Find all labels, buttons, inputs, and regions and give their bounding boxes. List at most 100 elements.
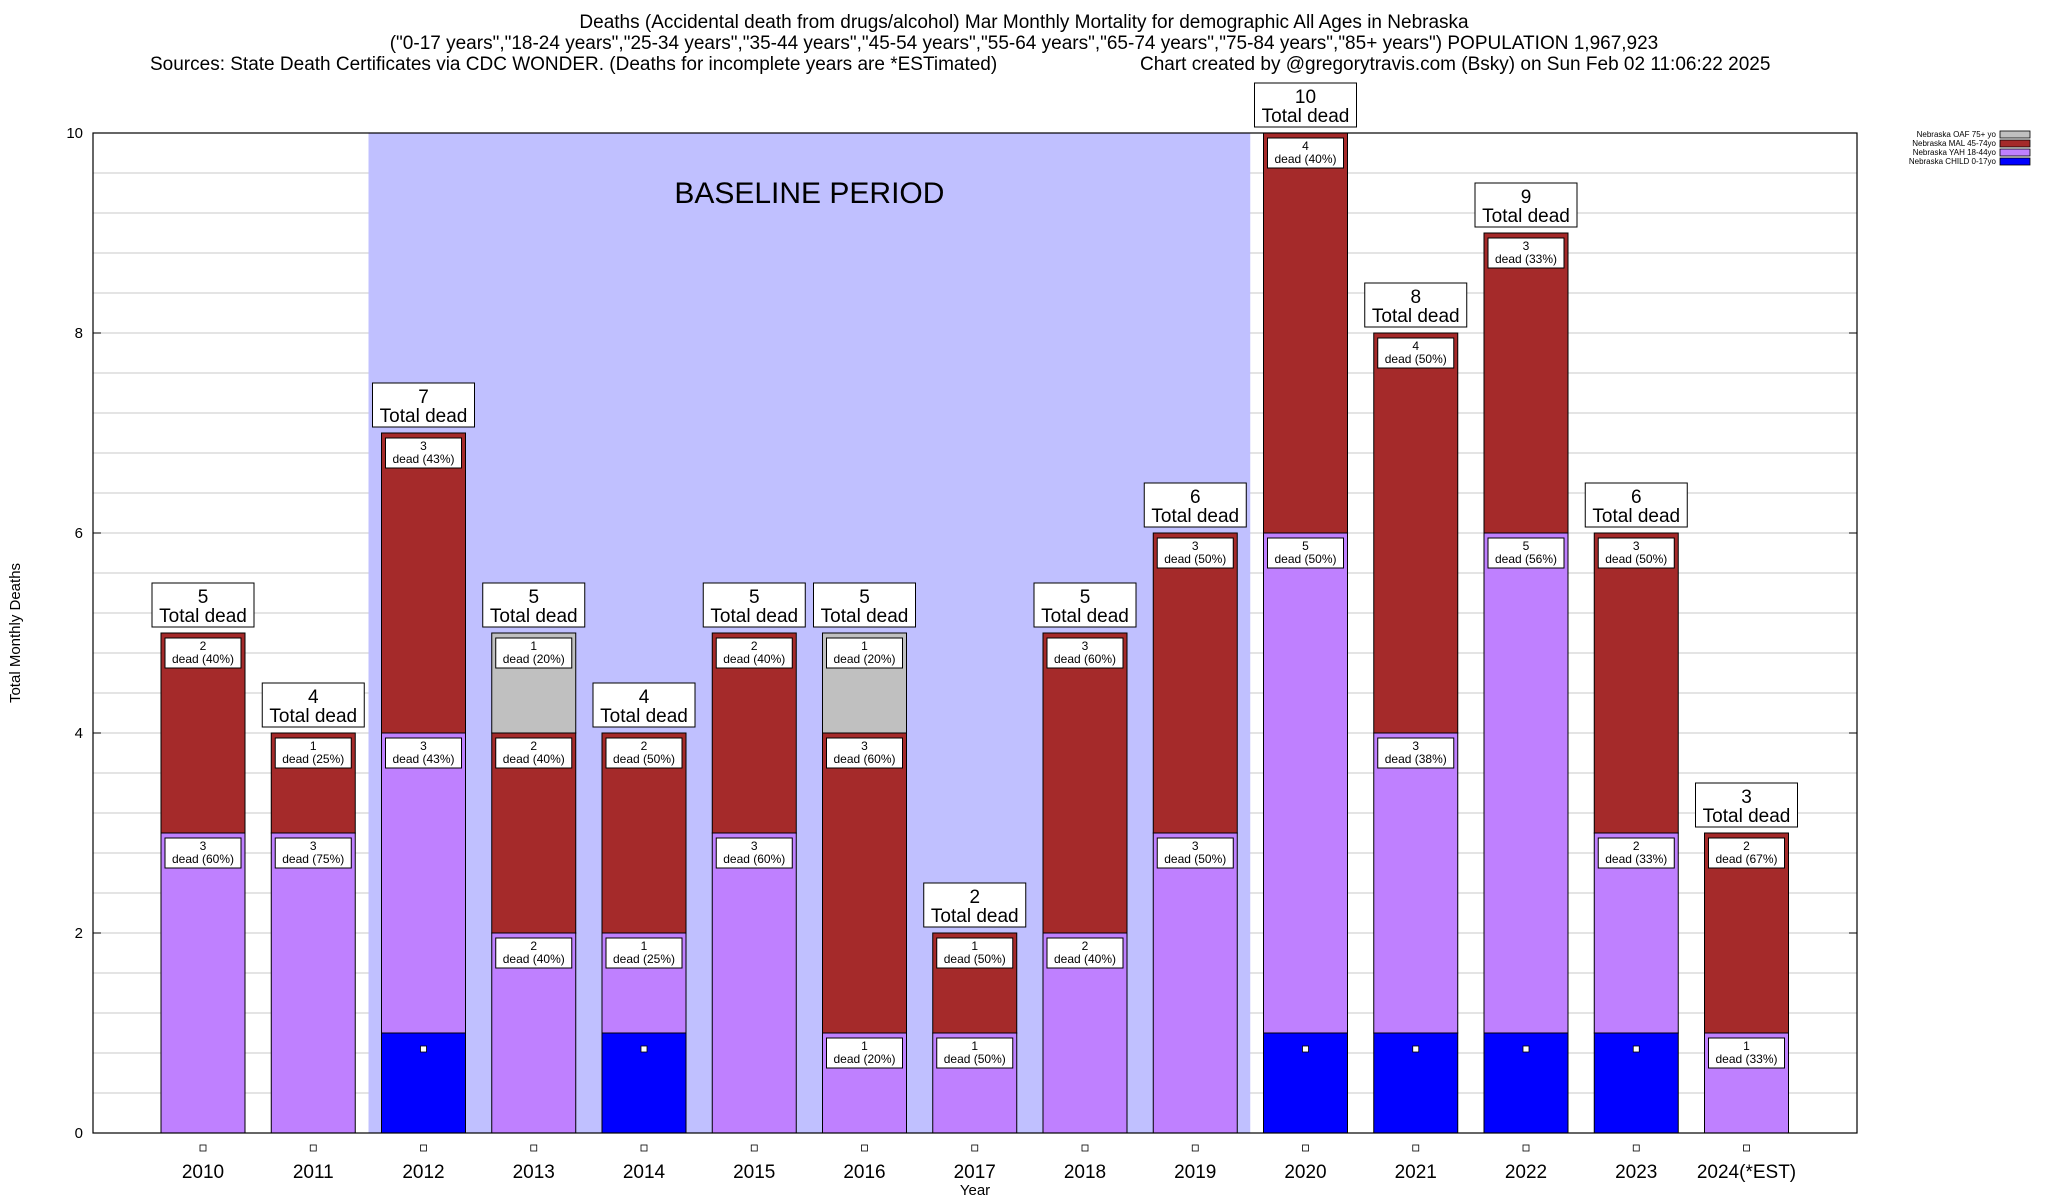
segment-marker [1302, 1045, 1309, 1053]
total-label-box [1584, 482, 1688, 528]
segment-percent-label: dead (25%) [282, 752, 344, 766]
segment-percent-label: dead (20%) [833, 652, 895, 666]
segment-count-label: 3 [1633, 539, 1640, 553]
total-dead-label: Total dead [1592, 506, 1680, 527]
segment-label-box [164, 837, 242, 869]
x-tick-label: 2011 [293, 1162, 334, 1183]
x-point-marker [199, 1144, 207, 1152]
legend-swatch [1999, 130, 2031, 139]
total-dead-label: Total dead [600, 706, 688, 727]
segment-count-label: 2 [1082, 939, 1089, 953]
x-point-marker [420, 1144, 427, 1152]
segment-label-box [1487, 537, 1565, 569]
bar-segment [1152, 532, 1238, 834]
x-point-marker [640, 1144, 648, 1152]
x-tick-label: 2024(*EST) [1697, 1162, 1796, 1183]
segment-count-label: 1 [861, 639, 868, 653]
total-count-label: 3 [1741, 787, 1752, 808]
x-tick-label: 2014 [623, 1162, 666, 1183]
segment-percent-label: dead (38%) [1385, 752, 1447, 766]
segment-label-box [715, 837, 793, 869]
segment-label-box [936, 1037, 1014, 1069]
chart-subtitle: ("0-17 years","18-24 years","25-34 years… [389, 33, 1659, 54]
segment-count-label: 2 [530, 939, 537, 953]
total-dead-label: Total dead [1262, 106, 1350, 127]
y-axis-title: Total Monthly Deaths [7, 563, 24, 703]
segment-percent-label: dead (50%) [1605, 552, 1667, 566]
chart-title: Deaths (Accidental death from drugs/alco… [579, 12, 1469, 33]
segment-percent-label: dead (60%) [723, 852, 785, 866]
total-label-box [1695, 782, 1798, 828]
segment-label-box [1046, 637, 1124, 669]
segment-label-box [495, 937, 573, 969]
bar-segment [1152, 832, 1238, 1134]
bar-segment [270, 832, 356, 1134]
total-label-box [372, 382, 475, 428]
segment-label-box [385, 437, 462, 469]
y-tick-label: 0 [75, 1125, 83, 1142]
chart-credit: Chart created by @gregorytravis.com (Bsk… [1140, 54, 1771, 75]
segment-label-box [1267, 537, 1344, 569]
total-count-label: 4 [639, 687, 650, 708]
segment-count-label: 3 [1412, 739, 1419, 753]
segment-count-label: 2 [1743, 839, 1750, 853]
segment-percent-label: dead (50%) [613, 752, 675, 766]
total-dead-label: Total dead [931, 906, 1019, 927]
segment-count-label: 3 [751, 839, 758, 853]
y-tick-label: 4 [75, 725, 83, 742]
total-count-label: 6 [1190, 487, 1201, 508]
segment-count-label: 3 [420, 439, 427, 453]
total-label-box [923, 882, 1027, 928]
segment-label-box [1597, 837, 1675, 869]
bar-segment [1483, 532, 1569, 1034]
total-dead-label: Total dead [1703, 806, 1791, 827]
legend-label: Nebraska YAH 18-44yo [1913, 148, 1997, 157]
y-tick-label: 2 [75, 925, 83, 942]
segment-percent-label: dead (40%) [503, 752, 565, 766]
segment-percent-label: dead (50%) [1164, 552, 1226, 566]
segment-count-label: 1 [861, 1039, 868, 1053]
segment-percent-label: dead (25%) [613, 952, 675, 966]
bar-segment [1263, 132, 1348, 534]
legend-swatch [1999, 139, 2031, 148]
total-dead-label: Total dead [1372, 306, 1460, 327]
x-tick-label: 2018 [1064, 1162, 1106, 1183]
total-dead-label: Total dead [490, 606, 578, 627]
x-point-marker [1412, 1144, 1420, 1152]
segment-label-box [495, 737, 573, 769]
total-label-box [592, 682, 696, 728]
baseline-label: BASELINE PERIOD [674, 177, 944, 210]
total-count-label: 5 [749, 587, 760, 608]
x-point-marker [750, 1144, 758, 1152]
plot-frame [92, 132, 1858, 1134]
segment-percent-label: dead (43%) [392, 452, 454, 466]
total-count-label: 9 [1521, 187, 1532, 208]
total-label-box [813, 582, 916, 628]
segment-percent-label: dead (20%) [833, 1052, 895, 1066]
total-count-label: 2 [969, 887, 980, 908]
segment-marker [1522, 1045, 1530, 1053]
segment-label-box [385, 737, 462, 769]
sources-note: Sources: State Death Certificates via CD… [150, 54, 998, 75]
x-tick-label: 2019 [1174, 1162, 1216, 1183]
total-label-box [702, 582, 806, 628]
segment-count-label: 1 [641, 939, 648, 953]
legend-label: Nebraska CHILD 0-17yo [1909, 157, 1997, 166]
segment-percent-label: dead (33%) [1715, 1052, 1777, 1066]
segment-label-box [1708, 837, 1785, 869]
segment-label-box [1708, 1037, 1785, 1069]
x-point-marker [971, 1144, 979, 1152]
x-point-marker [1081, 1144, 1089, 1152]
x-point-marker [1743, 1144, 1750, 1152]
x-tick-label: 2017 [954, 1162, 996, 1183]
segment-label-box [164, 637, 242, 669]
total-dead-label: Total dead [1041, 606, 1129, 627]
y-tick-label: 6 [75, 525, 83, 542]
total-label-box [1033, 582, 1137, 628]
y-tick-label: 10 [66, 125, 83, 142]
total-dead-label: Total dead [159, 606, 247, 627]
segment-label-box [826, 637, 903, 669]
segment-percent-label: dead (75%) [282, 852, 344, 866]
segment-label-box [1487, 237, 1565, 269]
